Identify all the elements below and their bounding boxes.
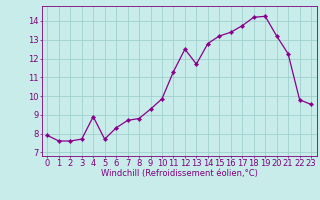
X-axis label: Windchill (Refroidissement éolien,°C): Windchill (Refroidissement éolien,°C): [101, 169, 258, 178]
